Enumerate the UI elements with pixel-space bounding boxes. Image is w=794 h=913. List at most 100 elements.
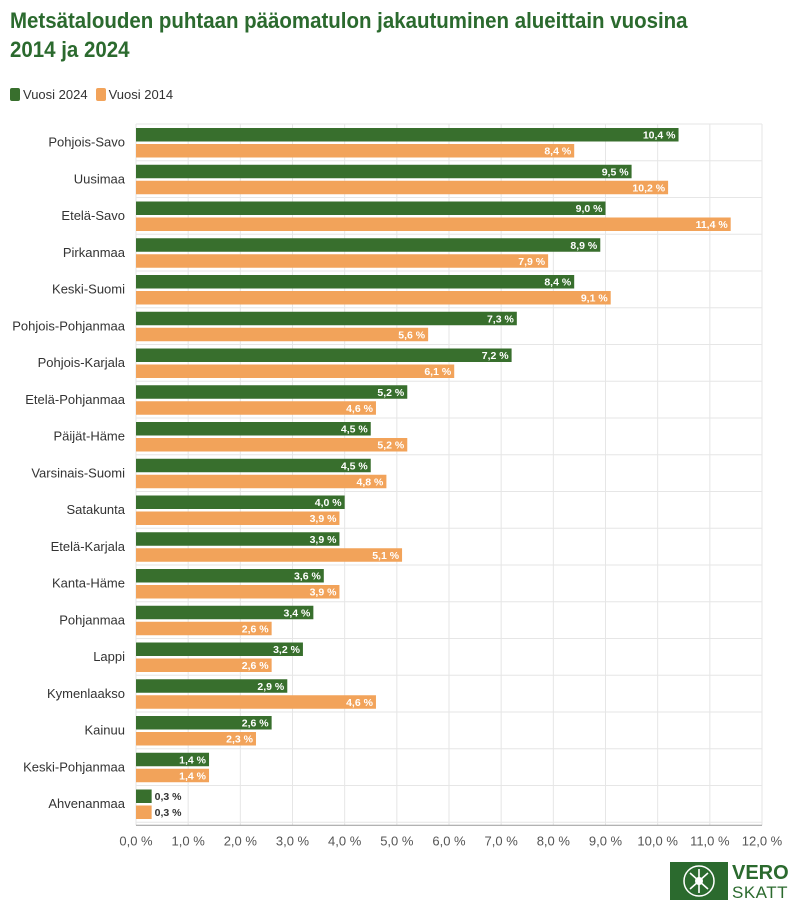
bar-2014[interactable] — [136, 732, 256, 746]
data-label-2014: 11,4 % — [696, 219, 729, 231]
logo-word-vero: VERO — [732, 862, 788, 884]
bar-2014[interactable] — [136, 364, 455, 379]
data-label-2024: 2,6 % — [242, 718, 270, 730]
category-label: Etelä-Pohjanmaa — [25, 392, 125, 407]
bar-2014[interactable] — [136, 401, 376, 415]
data-label-2014: 5,2 % — [377, 440, 405, 452]
bar-2014[interactable] — [136, 621, 272, 636]
bar-2024[interactable] — [136, 495, 345, 510]
bar-2024[interactable] — [136, 422, 371, 436]
bar-2014[interactable] — [136, 805, 152, 820]
x-tick-label: 6,0 % — [432, 833, 466, 848]
category-label: Pohjanmaa — [59, 612, 126, 627]
data-label-2024: 3,9 % — [310, 534, 338, 546]
bar-2024[interactable] — [136, 311, 517, 326]
bar-2014[interactable] — [136, 658, 272, 673]
bar-2024[interactable] — [136, 128, 679, 142]
data-label-2024: 10,4 % — [643, 130, 676, 142]
legend-label-2014: Vuosi 2014 — [108, 87, 174, 102]
data-label-2024: 1,4 % — [179, 754, 207, 766]
x-tick-label: 0,0 % — [119, 833, 153, 848]
category-label: Satakunta — [66, 502, 125, 517]
data-label-2014: 9,1 % — [581, 293, 609, 305]
bar-2024[interactable] — [136, 789, 152, 804]
bar-2024[interactable] — [136, 201, 606, 216]
category-label: Lappi — [93, 649, 125, 664]
bar-2024[interactable] — [136, 569, 324, 583]
bar-2014[interactable] — [136, 327, 429, 342]
data-label-2024: 4,5 % — [341, 460, 369, 472]
data-label-2024: 5,2 % — [377, 387, 405, 399]
x-tick-label: 2,0 % — [224, 833, 258, 848]
chart-title: Metsätalouden puhtaan pääomatulon jakaut… — [10, 8, 688, 62]
bar-2024[interactable] — [136, 238, 601, 252]
x-tick-label: 4,0 % — [328, 833, 362, 848]
data-label-2014: 2,6 % — [242, 660, 270, 672]
bar-2024[interactable] — [136, 275, 575, 289]
data-label-2024: 4,0 % — [315, 497, 343, 509]
data-label-2014: 3,9 % — [310, 587, 338, 599]
bar-2024[interactable] — [136, 458, 371, 473]
bar-2014[interactable] — [136, 695, 376, 709]
data-label-2024: 3,2 % — [273, 644, 301, 656]
bar-2024[interactable] — [136, 605, 314, 620]
bar-2024[interactable] — [136, 164, 632, 179]
bar-2024[interactable] — [136, 642, 303, 657]
data-label-2024: 3,4 % — [284, 607, 312, 619]
bar-2024[interactable] — [136, 532, 340, 546]
legend-item-2024[interactable]: Vuosi 2024 — [10, 87, 88, 102]
data-label-2024: 9,5 % — [602, 166, 630, 178]
x-tick-label: 12,0 % — [742, 833, 783, 848]
category-label: Pohjois-Karjala — [38, 355, 126, 370]
bar-2014[interactable] — [136, 180, 669, 195]
x-tick-label: 9,0 % — [589, 833, 623, 848]
category-label: Etelä-Karjala — [51, 539, 126, 554]
category-label: Ahvenanmaa — [48, 796, 125, 811]
bar-2014[interactable] — [136, 768, 210, 783]
x-tick-label: 10,0 % — [637, 833, 678, 848]
bar-2014[interactable] — [136, 511, 340, 526]
bar-2024[interactable] — [136, 752, 210, 767]
data-label-2014: 4,6 % — [346, 403, 374, 415]
bar-2014[interactable] — [136, 217, 731, 232]
legend-swatch-2014 — [95, 88, 106, 101]
x-tick-label: 3,0 % — [276, 833, 310, 848]
data-label-2024: 8,9 % — [570, 240, 598, 252]
x-tick-label: 8,0 % — [537, 833, 571, 848]
bar-2014[interactable] — [136, 438, 408, 452]
bar-2024[interactable] — [136, 679, 288, 693]
category-label: Uusimaa — [74, 171, 126, 186]
data-label-2024: 7,2 % — [482, 350, 510, 362]
legend-label-2024: Vuosi 2024 — [23, 87, 88, 102]
bar-2014[interactable] — [136, 474, 387, 489]
data-label-2024: 2,9 % — [257, 681, 285, 693]
category-label: Päijät-Häme — [53, 429, 125, 444]
data-label-2014: 2,3 % — [226, 734, 254, 746]
legend-item-2014[interactable]: Vuosi 2014 — [95, 87, 174, 102]
bar-2014[interactable] — [136, 144, 575, 158]
category-label: Kanta-Häme — [52, 576, 125, 591]
data-label-2024: 4,5 % — [341, 424, 369, 436]
data-label-2014: 5,1 % — [372, 550, 400, 562]
bar-2024[interactable] — [136, 385, 408, 399]
data-label-2014: 7,9 % — [518, 256, 546, 268]
bar-2014[interactable] — [136, 291, 611, 305]
data-label-2024: 8,4 % — [544, 277, 572, 289]
data-label-2024: 0,3 % — [155, 791, 183, 803]
vero-skatt-logo: VERO SKATT — [670, 862, 788, 902]
data-label-2024: 3,6 % — [294, 571, 322, 583]
category-label: Varsinais-Suomi — [31, 465, 125, 480]
bar-2014[interactable] — [136, 548, 403, 562]
x-tick-label: 1,0 % — [172, 833, 206, 848]
bar-2024[interactable] — [136, 716, 272, 730]
data-label-2014: 1,4 % — [179, 770, 207, 782]
bar-2024[interactable] — [136, 348, 512, 363]
category-label: Keski-Suomi — [52, 282, 125, 297]
bar-2014[interactable] — [136, 254, 549, 268]
bar-2014[interactable] — [136, 585, 340, 599]
category-label: Kymenlaakso — [47, 686, 125, 701]
data-label-2024: 7,3 % — [487, 313, 515, 325]
category-label: Pohjois-Savo — [48, 135, 125, 150]
data-label-2014: 0,3 % — [155, 807, 183, 819]
legend: Vuosi 2024 Vuosi 2014 — [10, 87, 181, 102]
